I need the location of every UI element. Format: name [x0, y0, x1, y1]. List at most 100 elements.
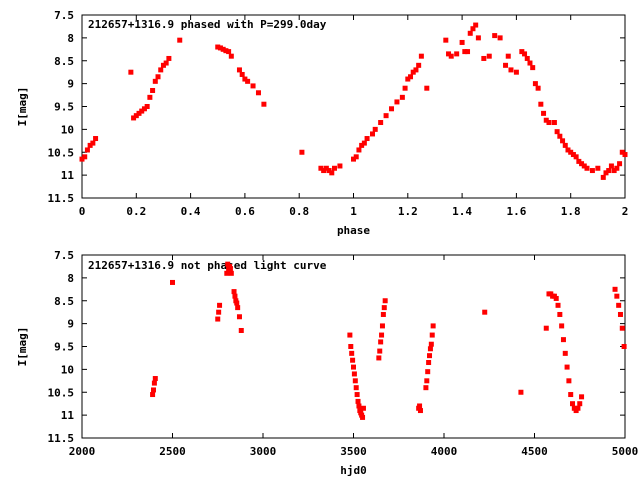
data-point — [150, 87, 156, 93]
data-point — [467, 30, 473, 36]
y-tick-label: 10 — [61, 363, 74, 376]
y-tick-label: 9 — [67, 78, 74, 91]
data-point — [429, 332, 435, 338]
y-tick-label: 10.5 — [48, 146, 75, 159]
data-point — [611, 168, 617, 174]
data-point — [215, 316, 221, 322]
data-point — [90, 140, 96, 146]
data-point — [150, 387, 156, 393]
data-point — [82, 154, 88, 160]
data-point — [543, 117, 549, 123]
data-point — [579, 394, 585, 400]
data-point — [621, 344, 627, 349]
unphased-light-curve-panel: 212657+1316.9 not phased light curve hjd… — [16, 249, 638, 477]
data-point — [568, 149, 574, 155]
data-point — [228, 270, 234, 276]
data-point — [349, 350, 355, 356]
data-point — [93, 136, 99, 142]
data-point — [351, 156, 356, 162]
data-point — [226, 49, 232, 55]
data-point — [232, 293, 238, 299]
data-point — [354, 392, 360, 398]
data-point — [413, 67, 419, 73]
data-point — [576, 158, 582, 164]
data-point — [228, 53, 234, 59]
data-point — [245, 78, 251, 84]
data-point — [617, 161, 623, 167]
data-point — [217, 302, 223, 308]
x-tick-label: 3000 — [250, 445, 277, 458]
data-point — [535, 85, 541, 91]
data-point — [394, 99, 400, 105]
data-point — [462, 49, 468, 55]
x-tick-label: 1.4 — [452, 205, 472, 218]
data-point — [518, 389, 524, 395]
data-point — [380, 311, 386, 317]
data-point — [541, 110, 547, 116]
plot-title: 212657+1316.9 not phased light curve — [88, 259, 327, 272]
data-point — [136, 110, 142, 116]
data-point — [560, 337, 566, 343]
data-point — [425, 369, 431, 375]
data-point — [352, 378, 358, 384]
data-point — [427, 346, 433, 352]
x-tick-label: 3500 — [340, 445, 367, 458]
x-tick-label: 5000 — [612, 445, 639, 458]
data-point — [417, 408, 423, 414]
data-point — [562, 350, 568, 356]
data-point — [570, 152, 576, 158]
data-point — [573, 154, 579, 160]
data-point — [144, 104, 150, 109]
data-point — [158, 67, 164, 73]
y-tick-label: 7.5 — [54, 249, 74, 262]
data-point — [152, 376, 158, 382]
x-tick-label: 0.4 — [181, 205, 201, 218]
data-point — [564, 364, 570, 370]
data-point — [170, 279, 175, 285]
data-point — [235, 305, 241, 311]
x-axis-label: hjd0 — [340, 464, 367, 477]
data-point — [617, 311, 623, 317]
data-point — [337, 163, 343, 169]
x-tick-label: 2 — [622, 205, 629, 218]
data-point — [503, 62, 509, 68]
data-point — [600, 174, 606, 180]
data-point — [543, 325, 549, 331]
axis-ticks: 2000 2500 3000 3500 4000 4500 5000 7.5 8 8.5 9 9.5 1… — [48, 249, 639, 458]
data-point — [131, 115, 137, 121]
data-point — [473, 22, 479, 28]
data-point — [379, 323, 385, 329]
x-tick-label: 1.2 — [398, 205, 418, 218]
data-point — [589, 168, 595, 174]
data-point — [486, 53, 492, 59]
data-point — [360, 405, 366, 411]
data-point — [562, 142, 568, 148]
plot-frame — [81, 14, 626, 199]
plot-frame — [81, 254, 626, 439]
data-point — [356, 147, 362, 153]
data-point — [376, 355, 382, 361]
data-point — [378, 120, 384, 126]
y-tick-label: 9.5 — [54, 101, 74, 114]
data-point — [79, 156, 85, 162]
data-point — [382, 298, 388, 304]
data-point — [353, 154, 359, 160]
data-point — [359, 142, 365, 148]
data-point — [619, 149, 625, 155]
data-point — [389, 106, 395, 112]
data-point — [238, 327, 244, 333]
data-point — [329, 170, 335, 176]
data-point — [355, 398, 361, 404]
y-tick-label: 10.5 — [48, 386, 75, 399]
data-point — [348, 344, 354, 349]
data-point — [378, 339, 384, 345]
data-point — [426, 360, 432, 366]
data-points — [79, 22, 628, 180]
data-point — [579, 161, 585, 167]
y-tick-label: 8 — [67, 272, 74, 285]
data-point — [236, 67, 242, 73]
x-tick-label: 0.8 — [289, 205, 309, 218]
data-point — [570, 401, 576, 407]
